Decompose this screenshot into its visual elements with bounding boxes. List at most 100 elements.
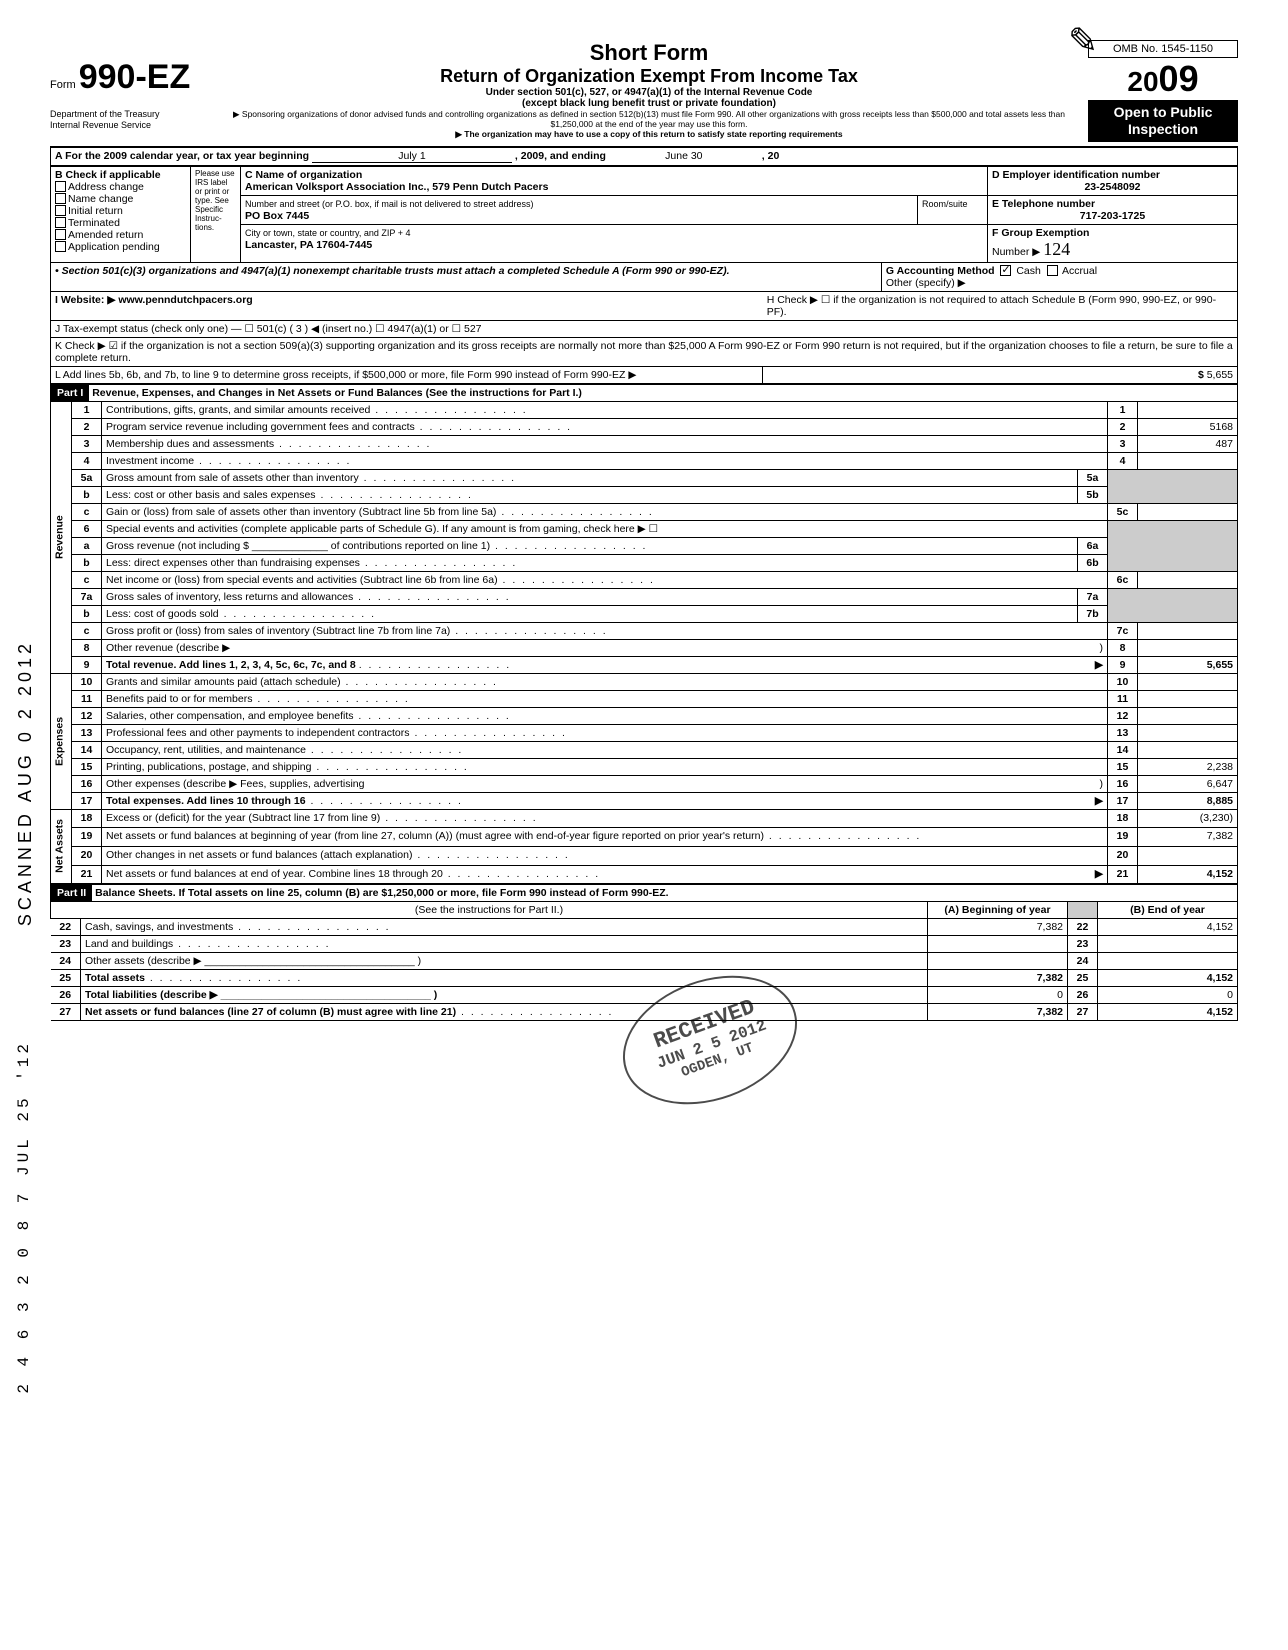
cb-initial-return[interactable]: Initial return bbox=[68, 205, 123, 217]
period-begin: July 1 bbox=[312, 150, 512, 163]
section-k: K Check ▶ ☑ if the organization is not a… bbox=[51, 337, 1238, 366]
part2-table: Part II Balance Sheets. If Total assets … bbox=[50, 884, 1238, 1021]
date-code-stamp: 2 4 6 3 2 0 8 7 JUL 25 '12 bbox=[15, 1040, 33, 1394]
subtitle-except: (except black lung benefit trust or priv… bbox=[220, 98, 1078, 109]
identity-block: B Check if applicable Address change Nam… bbox=[50, 166, 1238, 263]
part1-table: Part I Revenue, Expenses, and Changes in… bbox=[50, 384, 1238, 885]
line5b-text: Less: cost or other basis and sales expe… bbox=[102, 486, 1078, 503]
ein-value: 23-2548092 bbox=[1084, 181, 1140, 193]
line2-text: Program service revenue including govern… bbox=[102, 418, 1108, 435]
form-prefix: Form bbox=[50, 79, 76, 91]
line22-text: Cash, savings, and investments bbox=[81, 919, 928, 936]
line2-val: 5168 bbox=[1138, 418, 1238, 435]
line13-text: Professional fees and other payments to … bbox=[102, 724, 1108, 741]
form-number: 990-EZ bbox=[79, 58, 191, 96]
line14-text: Occupancy, rent, utilities, and maintena… bbox=[102, 741, 1108, 758]
col-a-header: (A) Beginning of year bbox=[944, 904, 1050, 916]
group-number-value: 124 bbox=[1043, 239, 1070, 259]
period-end: June 30 bbox=[609, 150, 759, 162]
ein-label: D Employer identification number bbox=[992, 169, 1160, 181]
check-applicable-label: B Check if applicable bbox=[55, 169, 161, 181]
addr-label: Number and street (or P.O. box, if mail … bbox=[245, 199, 533, 209]
open-to-public: Open to Public bbox=[1092, 104, 1234, 121]
part1-label: Part I bbox=[51, 385, 89, 401]
netassets-section-label: Net Assets bbox=[51, 809, 72, 884]
group-number-label: Number ▶ bbox=[992, 246, 1040, 258]
line26-a: 0 bbox=[928, 987, 1068, 1004]
note-copy: ▶ The organization may have to use a cop… bbox=[220, 129, 1078, 139]
cb-accrual[interactable] bbox=[1047, 265, 1058, 276]
line7c-text: Gross profit or (loss) from sales of inv… bbox=[102, 622, 1108, 639]
line6b-text: Less: direct expenses other than fundrai… bbox=[102, 554, 1078, 571]
line9-val: 5,655 bbox=[1207, 659, 1233, 671]
line5c-text: Gain or (loss) from sale of assets other… bbox=[102, 503, 1108, 520]
line23-text: Land and buildings bbox=[81, 936, 928, 953]
dept-irs: Internal Revenue Service bbox=[50, 120, 210, 131]
cb-cash[interactable] bbox=[1000, 265, 1011, 276]
inspection-label: Inspection bbox=[1092, 121, 1234, 138]
cb-terminated[interactable]: Terminated bbox=[68, 217, 120, 229]
website-value: www.penndutchpacers.org bbox=[118, 294, 252, 306]
line5a-text: Gross amount from sale of assets other t… bbox=[102, 469, 1078, 486]
sections-hijk: I Website: ▶ www.penndutchpacers.org H C… bbox=[50, 292, 1238, 384]
line15-text: Printing, publications, postage, and shi… bbox=[102, 758, 1108, 775]
line26-text: Total liabilities (describe ▶ __________… bbox=[85, 989, 437, 1001]
scanned-stamp: SCANNED AUG 0 2 2012 bbox=[15, 640, 36, 926]
phone-value: 717-203-1725 bbox=[1080, 210, 1145, 222]
line21-val: 4,152 bbox=[1207, 868, 1233, 880]
line19-text: Net assets or fund balances at beginning… bbox=[102, 828, 1108, 847]
line17-text: Total expenses. Add lines 10 through 16 bbox=[106, 795, 306, 807]
phone-label: E Telephone number bbox=[992, 198, 1095, 210]
section-l-value: 5,655 bbox=[1207, 369, 1233, 381]
line16-text: Other expenses (describe ▶ Fees, supplie… bbox=[106, 778, 364, 790]
note-sponsoring: ▶ Sponsoring organizations of donor advi… bbox=[220, 109, 1078, 129]
line1-text: Contributions, gifts, grants, and simila… bbox=[102, 401, 1108, 418]
line17-val: 8,885 bbox=[1207, 795, 1233, 807]
part2-see: (See the instructions for Part II.) bbox=[51, 902, 928, 919]
line25-text: Total assets bbox=[85, 972, 145, 984]
line16-val: 6,647 bbox=[1138, 775, 1238, 792]
line3-val: 487 bbox=[1138, 435, 1238, 452]
line21-text: Net assets or fund balances at end of ye… bbox=[106, 868, 443, 880]
initials-mark: ✎ bbox=[1068, 20, 1098, 62]
cb-pending[interactable]: Application pending bbox=[68, 241, 160, 253]
city-label: City or town, state or country, and ZIP … bbox=[245, 228, 411, 238]
cb-name-change[interactable]: Name change bbox=[68, 193, 133, 205]
cb-address-change[interactable]: Address change bbox=[68, 181, 144, 193]
line25-b: 4,152 bbox=[1207, 972, 1233, 984]
line24-text: Other assets (describe ▶ _______________… bbox=[81, 953, 928, 970]
org-name: American Volksport Association Inc., 579… bbox=[245, 181, 548, 193]
group-exempt-label: F Group Exemption bbox=[992, 227, 1089, 239]
line12-text: Salaries, other compensation, and employ… bbox=[102, 707, 1108, 724]
line27-b: 4,152 bbox=[1207, 1006, 1233, 1018]
room-label: Room/suite bbox=[922, 199, 968, 209]
line6c-text: Net income or (loss) from special events… bbox=[102, 571, 1108, 588]
line18-text: Excess or (deficit) for the year (Subtra… bbox=[102, 809, 1108, 828]
omb-number: OMB No. 1545-1150 bbox=[1088, 40, 1238, 58]
please-label: Please use IRS label or print or type. S… bbox=[191, 166, 241, 262]
part1-heading: Revenue, Expenses, and Changes in Net As… bbox=[92, 387, 582, 399]
line20-text: Other changes in net assets or fund bala… bbox=[102, 847, 1108, 866]
section-l-text: L Add lines 5b, 6b, and 7b, to line 9 to… bbox=[51, 366, 763, 383]
line4-val bbox=[1138, 452, 1238, 469]
line10-text: Grants and similar amounts paid (attach … bbox=[102, 673, 1108, 690]
form-header: Form 990-EZ Department of the Treasury I… bbox=[50, 40, 1238, 148]
line19-val: 7,382 bbox=[1138, 828, 1238, 847]
tax-year: 2009 bbox=[1088, 58, 1238, 100]
line25-a: 7,382 bbox=[1037, 972, 1063, 984]
line27-text: Net assets or fund balances (line 27 of … bbox=[85, 1006, 456, 1018]
line3-text: Membership dues and assessments bbox=[102, 435, 1108, 452]
cb-amended[interactable]: Amended return bbox=[68, 229, 143, 241]
expenses-section-label: Expenses bbox=[51, 673, 72, 809]
part2-heading: Balance Sheets. If Total assets on line … bbox=[95, 887, 668, 899]
period-row: A For the 2009 calendar year, or tax yea… bbox=[50, 148, 1238, 166]
dept-treasury: Department of the Treasury bbox=[50, 109, 210, 120]
org-name-label: C Name of organization bbox=[245, 169, 362, 181]
subtitle-section: Under section 501(c), 527, or 4947(a)(1)… bbox=[220, 87, 1078, 98]
revenue-section-label: Revenue bbox=[51, 401, 72, 673]
tax-exempt-status: J Tax-exempt status (check only one) — ☐… bbox=[51, 320, 1238, 337]
line22-a: 7,382 bbox=[928, 919, 1068, 936]
website-label: I Website: ▶ bbox=[55, 294, 115, 306]
title-return: Return of Organization Exempt From Incom… bbox=[220, 66, 1078, 87]
section-g: • Section 501(c)(3) organizations and 49… bbox=[50, 263, 1238, 292]
